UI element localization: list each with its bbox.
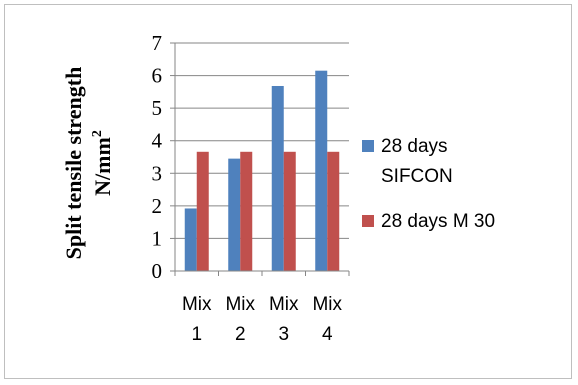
bar-series-1-mix-3	[271, 85, 284, 271]
x-tick-label: Mix	[225, 294, 255, 315]
legend-label: SIFCON	[381, 166, 453, 187]
bars	[184, 70, 340, 271]
y-tick-label: 3	[152, 161, 163, 185]
bar-series-1-mix-2	[228, 158, 241, 271]
y-axis: 0 1 2 3 4 5 6 7	[152, 31, 176, 283]
y-tick-label: 0	[152, 259, 163, 283]
legend-swatch	[362, 215, 374, 227]
y-axis-title-superscript: 2	[90, 130, 105, 137]
y-axis-title-line-2: N/mm2	[90, 130, 115, 196]
y-tick-label: 7	[152, 31, 163, 55]
legend-label: 28 days	[381, 136, 448, 157]
y-tick-label: 1	[152, 226, 163, 250]
x-tick-label: Mix	[312, 294, 342, 315]
bar-series-2-mix-3	[283, 151, 296, 271]
bar-series-2-mix-2	[240, 151, 253, 271]
y-axis-title: Split tensile strength N/mm2	[61, 67, 115, 260]
bar-series-1-mix-1	[184, 208, 197, 271]
x-tick-label: Mix	[269, 294, 299, 315]
legend: 28 days SIFCON 28 days M 30	[362, 136, 495, 232]
bar-series-2-mix-4	[327, 151, 340, 271]
x-axis: Mix 1 Mix 2 Mix 3 Mix 4	[174, 270, 350, 345]
y-axis-title-line-1: Split tensile strength	[61, 67, 86, 260]
x-tick-label: Mix	[182, 294, 212, 315]
x-tick-label: 2	[235, 324, 246, 345]
x-tick-label: 3	[278, 324, 289, 345]
legend-swatch	[362, 140, 374, 152]
legend-label: 28 days M 30	[381, 211, 495, 232]
y-tick-label: 5	[152, 96, 163, 120]
y-tick-label: 2	[152, 194, 163, 218]
x-tick-label: 4	[322, 324, 333, 345]
x-tick-label: 1	[191, 324, 202, 345]
y-axis-title-unit: N/mm	[90, 137, 115, 196]
y-tick-label: 4	[152, 129, 163, 153]
bar-series-1-mix-4	[315, 70, 328, 271]
bar-series-2-mix-1	[196, 151, 209, 271]
y-tick-label: 6	[152, 64, 163, 88]
